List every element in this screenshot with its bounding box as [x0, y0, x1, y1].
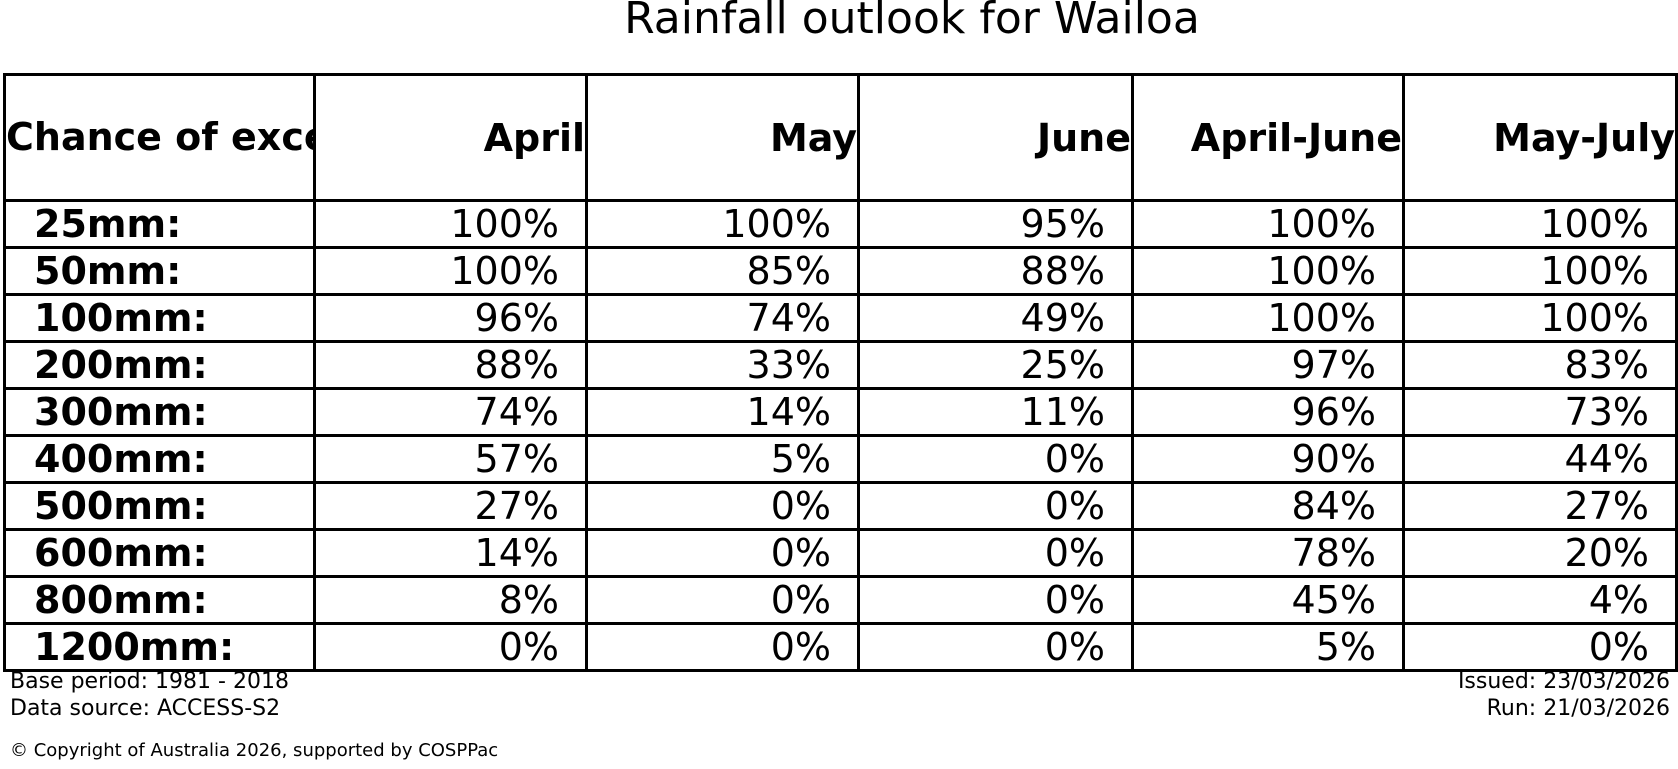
value-cell: 88% — [857, 246, 1134, 296]
value-cell: 0% — [585, 481, 860, 531]
copyright-text: © Copyright of Australia 2026, supported… — [10, 740, 499, 761]
value-cell: 0% — [1402, 622, 1678, 672]
value-cell: 100% — [1131, 199, 1405, 249]
threshold-label: 500mm: — [3, 481, 316, 531]
data-source-text: Data source: ACCESS-S2 — [10, 696, 281, 721]
value-cell: 5% — [1131, 622, 1405, 672]
col-header-april: April — [313, 73, 588, 202]
value-cell: 100% — [1402, 199, 1678, 249]
table-row-500mm: 500mm: 27% 0% 0% 84% 27% — [3, 481, 1678, 531]
value-cell: 0% — [857, 528, 1134, 578]
table-row-1200mm: 1200mm: 0% 0% 0% 5% 0% — [3, 622, 1678, 672]
table-header-row: Chance of exceeding a threshold: April M… — [3, 73, 1678, 202]
value-cell: 95% — [857, 199, 1134, 249]
value-cell: 0% — [585, 575, 860, 625]
value-cell: 100% — [1131, 246, 1405, 296]
base-period-text: Base period: 1981 - 2018 — [10, 669, 289, 694]
table-row-800mm: 800mm: 8% 0% 0% 45% 4% — [3, 575, 1678, 625]
value-cell: 73% — [1402, 387, 1678, 437]
threshold-label: 200mm: — [3, 340, 316, 390]
value-cell: 49% — [857, 293, 1134, 343]
value-cell: 100% — [585, 199, 860, 249]
value-cell: 90% — [1131, 434, 1405, 484]
value-cell: 0% — [857, 622, 1134, 672]
threshold-label: 1200mm: — [3, 622, 316, 672]
value-cell: 100% — [313, 199, 588, 249]
value-cell: 45% — [1131, 575, 1405, 625]
value-cell: 8% — [313, 575, 588, 625]
table-row-300mm: 300mm: 74% 14% 11% 96% 73% — [3, 387, 1678, 437]
value-cell: 25% — [857, 340, 1134, 390]
col-header-may-july: May-July — [1402, 73, 1678, 202]
col-header-may: May — [585, 73, 860, 202]
value-cell: 5% — [585, 434, 860, 484]
threshold-label: 600mm: — [3, 528, 316, 578]
table-row-600mm: 600mm: 14% 0% 0% 78% 20% — [3, 528, 1678, 578]
value-cell: 20% — [1402, 528, 1678, 578]
value-cell: 96% — [1131, 387, 1405, 437]
value-cell: 0% — [857, 434, 1134, 484]
page-title: Rainfall outlook for Wailoa — [624, 0, 1200, 44]
table-row-100mm: 100mm: 96% 74% 49% 100% 100% — [3, 293, 1678, 343]
value-cell: 74% — [313, 387, 588, 437]
value-cell: 84% — [1131, 481, 1405, 531]
value-cell: 74% — [585, 293, 860, 343]
value-cell: 57% — [313, 434, 588, 484]
value-cell: 88% — [313, 340, 588, 390]
col-header-april-june: April-June — [1131, 73, 1405, 202]
corner-header: Chance of exceeding a threshold: — [3, 73, 316, 202]
value-cell: 100% — [1402, 293, 1678, 343]
table-row-400mm: 400mm: 57% 5% 0% 90% 44% — [3, 434, 1678, 484]
value-cell: 0% — [313, 622, 588, 672]
value-cell: 14% — [585, 387, 860, 437]
value-cell: 100% — [313, 246, 588, 296]
value-cell: 4% — [1402, 575, 1678, 625]
value-cell: 97% — [1131, 340, 1405, 390]
issued-date-text: Issued: 23/03/2026 — [1457, 669, 1670, 694]
footer-metadata-right: Issued: 23/03/2026 Run: 21/03/2026 — [1458, 668, 1670, 722]
value-cell: 0% — [857, 481, 1134, 531]
value-cell: 0% — [585, 528, 860, 578]
value-cell: 100% — [1402, 246, 1678, 296]
threshold-label: 25mm: — [3, 199, 316, 249]
table-row-200mm: 200mm: 88% 33% 25% 97% 83% — [3, 340, 1678, 390]
table-row-50mm: 50mm: 100% 85% 88% 100% 100% — [3, 246, 1678, 296]
value-cell: 44% — [1402, 434, 1678, 484]
value-cell: 27% — [1402, 481, 1678, 531]
run-date-text: Run: 21/03/2026 — [1486, 696, 1670, 721]
value-cell: 83% — [1402, 340, 1678, 390]
value-cell: 78% — [1131, 528, 1405, 578]
threshold-label: 50mm: — [3, 246, 316, 296]
rainfall-outlook-table: Chance of exceeding a threshold: April M… — [3, 73, 1678, 672]
footer-metadata-left: Base period: 1981 - 2018 Data source: AC… — [10, 668, 289, 722]
table-row-25mm: 25mm: 100% 100% 95% 100% 100% — [3, 199, 1678, 249]
col-header-june: June — [857, 73, 1134, 202]
value-cell: 0% — [857, 575, 1134, 625]
value-cell: 11% — [857, 387, 1134, 437]
value-cell: 27% — [313, 481, 588, 531]
threshold-label: 400mm: — [3, 434, 316, 484]
value-cell: 96% — [313, 293, 588, 343]
value-cell: 14% — [313, 528, 588, 578]
value-cell: 100% — [1131, 293, 1405, 343]
value-cell: 0% — [585, 622, 860, 672]
threshold-label: 100mm: — [3, 293, 316, 343]
threshold-label: 300mm: — [3, 387, 316, 437]
threshold-label: 800mm: — [3, 575, 316, 625]
value-cell: 33% — [585, 340, 860, 390]
value-cell: 85% — [585, 246, 860, 296]
